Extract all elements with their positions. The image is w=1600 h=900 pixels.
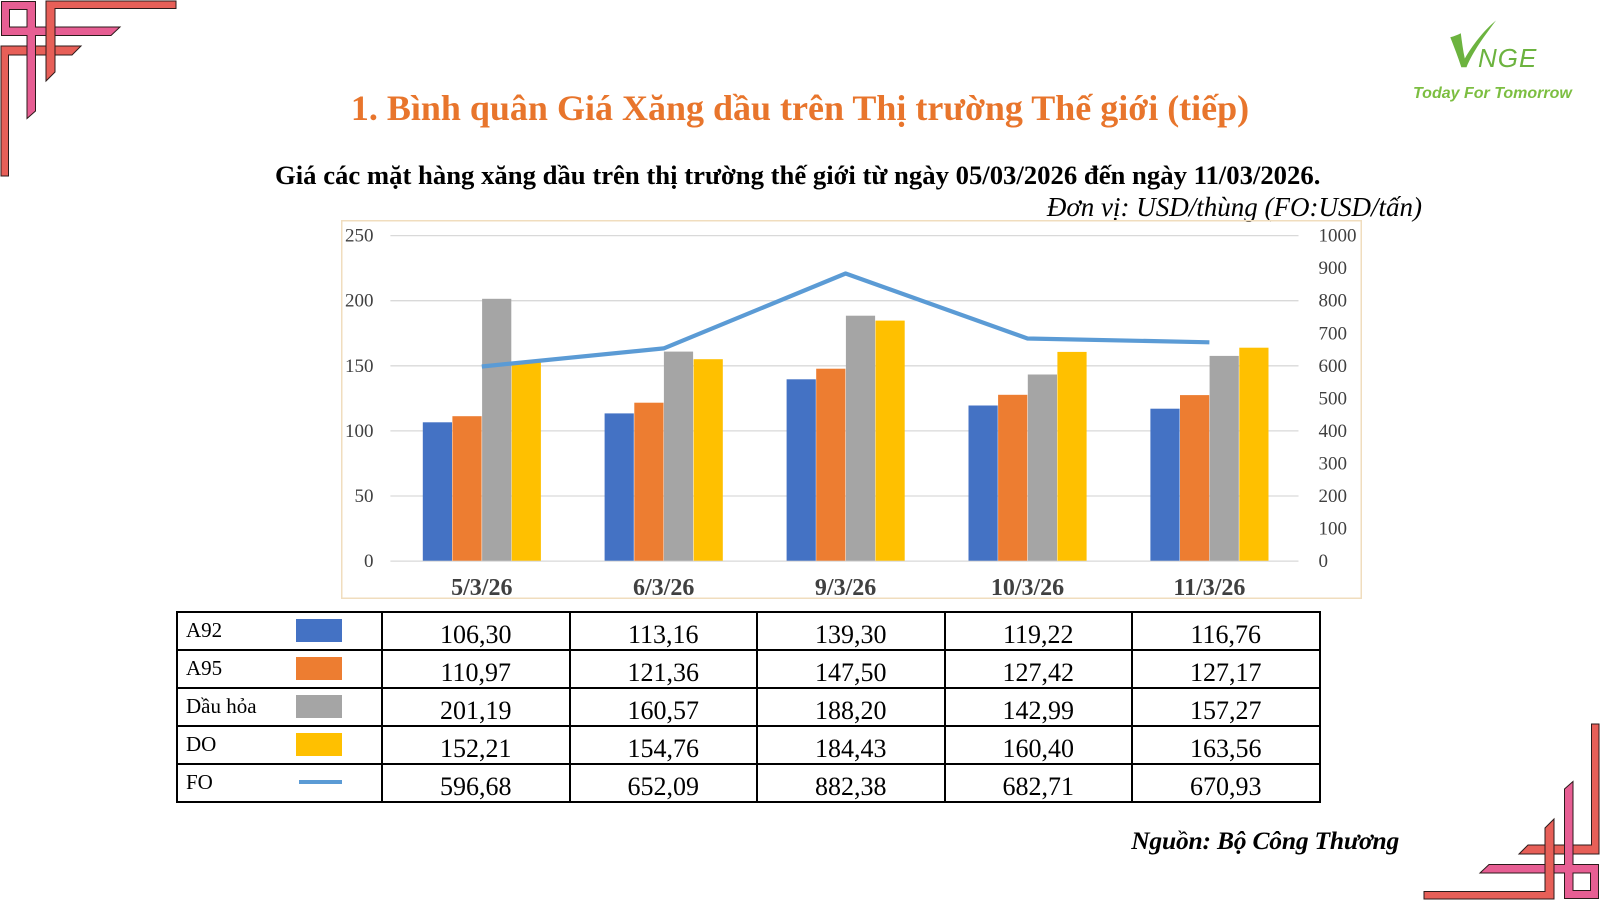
svg-text:150: 150: [345, 356, 374, 377]
svg-text:0: 0: [1319, 551, 1329, 572]
svg-text:800: 800: [1319, 291, 1348, 312]
svg-text:200: 200: [1319, 486, 1348, 507]
svg-text:500: 500: [1319, 388, 1348, 409]
svg-text:400: 400: [1319, 421, 1348, 442]
svg-text:700: 700: [1319, 323, 1348, 344]
svg-text:9/3/26: 9/3/26: [815, 575, 876, 599]
svg-text:11/3/26: 11/3/26: [1173, 575, 1245, 599]
svg-text:900: 900: [1319, 258, 1348, 279]
svg-text:6/3/26: 6/3/26: [633, 575, 694, 599]
svg-text:5/3/26: 5/3/26: [451, 575, 512, 599]
svg-text:1000: 1000: [1319, 226, 1357, 247]
svg-text:300: 300: [1319, 454, 1348, 475]
svg-text:50: 50: [355, 486, 374, 507]
svg-text:250: 250: [345, 226, 374, 247]
svg-text:100: 100: [1319, 519, 1348, 540]
svg-text:600: 600: [1319, 356, 1348, 377]
svg-text:100: 100: [345, 421, 374, 442]
svg-text:0: 0: [364, 551, 374, 572]
svg-text:10/3/26: 10/3/26: [991, 575, 1064, 599]
svg-text:200: 200: [345, 291, 374, 312]
